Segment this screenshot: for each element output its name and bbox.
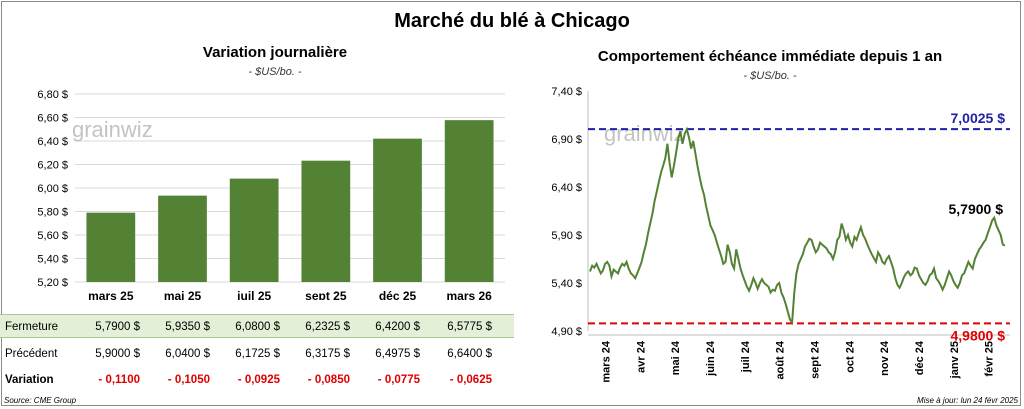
bar-chart: 5,20 $ 5,40 $ 5,60 $ 5,80 $ 6,00 $ 6,20 $ 6,40… — [37, 89, 505, 300]
table-cell: 6,1725 $ — [235, 348, 280, 360]
table-cell: 5,9000 $ — [95, 348, 140, 360]
table-cell: 5,7900 $ — [95, 321, 140, 333]
bar — [86, 212, 136, 282]
table-cell: - 0,0925 — [237, 374, 280, 386]
right-chart-unit: - $US/bo. - — [743, 70, 797, 82]
x-tick-label: mai 25 — [164, 289, 202, 300]
table-row-precedent: Précédent 5,9000 $ 6,0400 $ 6,1725 $ 6,3… — [0, 342, 514, 366]
x-tick-label: juil 25 — [236, 289, 271, 300]
table-cell: - 0,0850 — [307, 374, 350, 386]
x-tick-label: déc 25 — [379, 289, 417, 300]
bar — [444, 120, 494, 282]
row-label: Fermeture — [5, 321, 59, 333]
y-tick-label: 6,40 $ — [37, 136, 68, 148]
table-cell: 6,4200 $ — [375, 321, 420, 333]
table-cell: 5,9350 $ — [165, 321, 210, 333]
table-cell: - 0,0775 — [377, 374, 420, 386]
watermark: grainwiz — [72, 117, 153, 142]
y-tick-label: 5,40 $ — [37, 254, 68, 266]
left-chart-title: Variation journalière — [202, 44, 348, 61]
y-tick-label: 6,80 $ — [37, 89, 68, 101]
right-chart-title: Comportement échéance immédiate depuis 1… — [597, 48, 943, 65]
table-cell: 6,0800 $ — [235, 321, 280, 333]
left-chart-unit: - $US/bo. - — [248, 66, 302, 78]
row-label: Variation — [5, 374, 54, 386]
bar — [158, 195, 207, 282]
x-tick-label: mars 26 — [446, 289, 492, 300]
y-tick-label: 6,00 $ — [37, 183, 68, 195]
table-cell: 6,6400 $ — [447, 348, 492, 360]
table-cell: 6,4975 $ — [375, 348, 420, 360]
table-cell: 6,3175 $ — [305, 348, 350, 360]
y-tick-label: 5,60 $ — [37, 230, 68, 242]
table-row-fermeture: Fermeture 5,7900 $ 5,9350 $ 6,0800 $ 6,2… — [0, 314, 514, 338]
table-cell: - 0,1050 — [167, 374, 210, 386]
row-label: Précédent — [5, 348, 58, 360]
table-row-variation: Variation - 0,1100 - 0,1050 - 0,0925 - 0… — [0, 368, 514, 392]
y-tick-label: 5,80 $ — [37, 207, 68, 219]
table-cell: - 0,1100 — [98, 374, 140, 386]
y-tick-label: 5,20 $ — [37, 277, 68, 289]
x-tick-label: sept 25 — [305, 289, 347, 300]
bar — [229, 178, 279, 282]
table-cell: 6,2325 $ — [305, 321, 350, 333]
table-cell: 6,0400 $ — [165, 348, 210, 360]
update-note: Mise à jour: lun 24 févr 2025 — [917, 396, 1018, 405]
x-tick-label: mars 25 — [88, 289, 134, 300]
bar — [301, 160, 351, 282]
bar — [373, 138, 422, 282]
y-tick-label: 6,60 $ — [37, 113, 68, 125]
y-tick-label: 6,20 $ — [37, 160, 68, 172]
table-cell: - 0,0625 — [449, 374, 492, 386]
source-note: Source: CME Group — [4, 396, 77, 405]
table-cell: 6,5775 $ — [447, 321, 492, 333]
page-title: Marché du blé à Chicago — [394, 10, 630, 32]
